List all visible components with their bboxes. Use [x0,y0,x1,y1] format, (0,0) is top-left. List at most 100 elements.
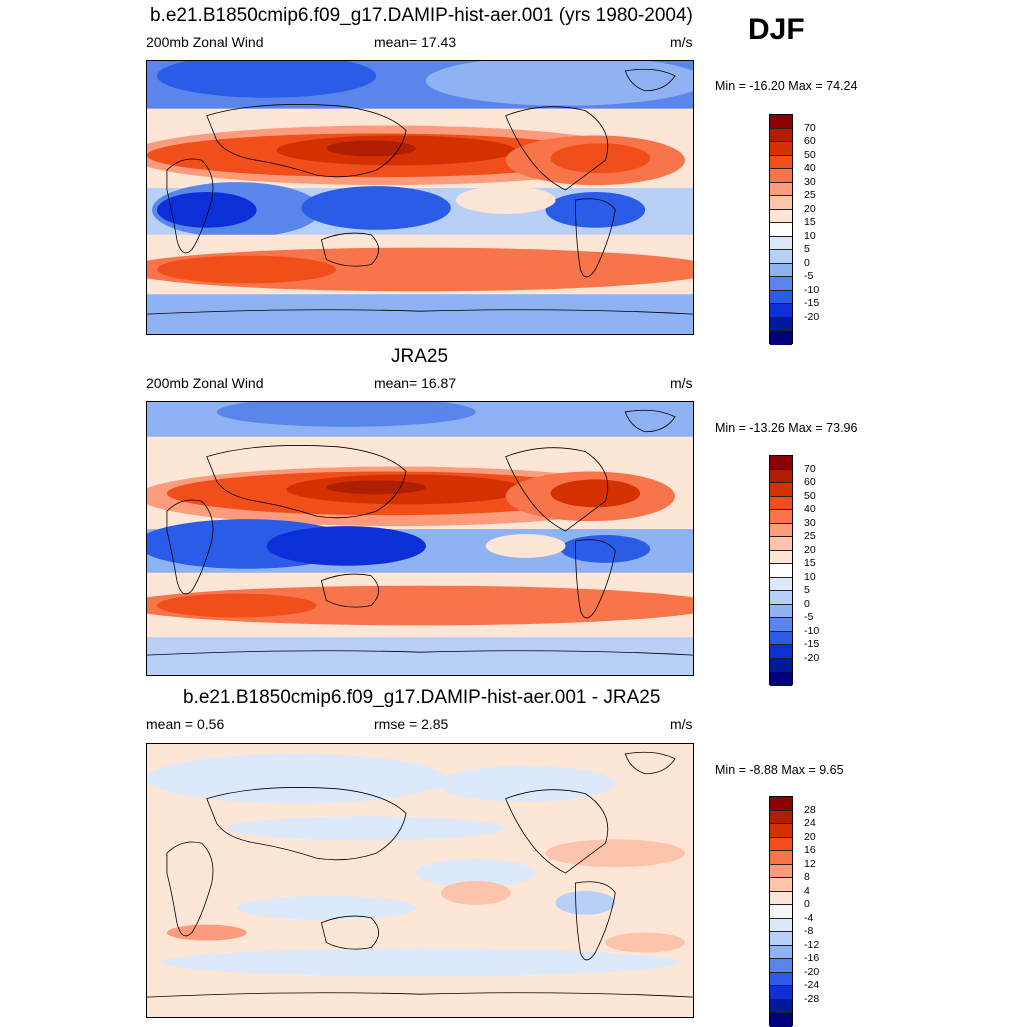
panel2-title: JRA25 [391,346,449,367]
colorbar-box [770,483,792,497]
panel2-pacific-westerly [485,534,566,558]
colorbar-box [770,986,792,1000]
colorbar-box [770,290,792,304]
colorbar-box [770,496,792,510]
panel3-colorbar [769,796,793,1027]
colorbar-box [770,577,792,591]
panel2-jet-max [326,480,426,495]
panel1-arctic-band [426,61,693,106]
panel1-contour-field [147,61,693,334]
season-label: DJF [748,13,805,46]
colorbar-box [770,223,792,237]
colorbar-tick-label: 30 [804,516,816,529]
colorbar-tick-label: 70 [804,121,816,134]
panel3-diff-neg-asia [226,816,506,841]
colorbar-box [770,115,792,129]
colorbar-box [770,456,792,470]
panel1-map [146,60,694,335]
colorbar-box [770,658,792,672]
colorbar-box [770,142,792,156]
panel3-diff-neg-northamerica [435,765,616,802]
colorbar-box [770,604,792,618]
colorbar-tick-label: -10 [804,283,820,296]
colorbar-box [770,824,792,838]
panel1-atlantic-jet-core [550,143,651,174]
panel2-southern-jet [147,585,693,626]
colorbar-tick-label: -10 [804,624,820,637]
panel2-map [146,401,694,676]
colorbar-box [770,331,792,345]
colorbar-box [770,250,792,264]
colorbar-box [770,878,792,892]
colorbar-tick-label: 15 [804,216,816,228]
colorbar-tick-label: 40 [804,503,816,515]
colorbar-box [770,155,792,169]
panel3-diff-pos-pacific [440,880,511,905]
colorbar-tick-label: 5 [804,243,810,255]
panel1-southern-jet-core [156,255,337,284]
colorbar-box [770,918,792,932]
colorbar-tick-label: 50 [804,148,816,161]
colorbar-tick-label: -15 [804,297,820,309]
colorbar-box [770,236,792,250]
colorbar-box [770,591,792,605]
panel2-southern-jet-core [156,593,317,618]
colorbar-box [770,196,792,210]
colorbar-box [770,169,792,183]
colorbar-box [770,672,792,686]
panel1-units-label: m/s [670,34,693,50]
panel2-arctic-low [216,402,476,427]
panel2-antarctic-band [147,637,693,675]
colorbar-tick-label: -12 [804,938,820,951]
colorbar-box [770,550,792,564]
colorbar-tick-label: 70 [804,462,816,475]
colorbar-tick-label: 24 [804,817,816,829]
colorbar-box [770,891,792,905]
panel3-title: b.e21.B1850cmip6.f09_g17.DAMIP-hist-aer.… [183,687,661,708]
panel1-colorbar [769,114,793,345]
colorbar-box [770,564,792,578]
panel3-minmax: Min = -8.88 Max = 9.65 [715,763,844,777]
panel3-diff-pos-southatlantic [605,932,686,953]
colorbar-tick-label: 10 [804,229,816,242]
colorbar-tick-label: 0 [804,898,810,910]
panel2-units-label: m/s [670,375,693,391]
panel2-colorbar [769,455,793,686]
panel2-easterly-samerica [560,535,651,563]
panel3-diff-neg-north [147,753,446,804]
panel3-diff-neg-pacific [416,859,536,887]
colorbar-tick-label: -5 [804,611,814,623]
colorbar-box [770,851,792,865]
colorbar-tick-label: 8 [804,871,810,883]
panel1-antarctic-band [147,294,693,334]
colorbar-tick-label: -28 [804,992,820,1005]
colorbar-tick-label: 50 [804,489,816,502]
colorbar-box [770,618,792,632]
colorbar-tick-label: 20 [804,543,816,556]
colorbar-tick-label: 0 [804,597,810,610]
colorbar-tick-label: -20 [804,965,820,978]
panel3-contour-field [147,744,693,1017]
colorbar-tick-label: 0 [804,256,810,269]
colorbar-box [770,128,792,142]
colorbar-tick-label: 40 [804,162,816,174]
colorbar-tick-label: 20 [804,202,816,215]
colorbar-tick-label: 28 [804,803,816,816]
panel3-mean-label: mean = 0.56 [146,716,225,732]
panel1-easterly-max-africa [156,192,257,228]
panel1-minmax: Min = -16.20 Max = 74.24 [715,79,858,93]
colorbar-tick-label: 30 [804,175,816,188]
colorbar-box [770,631,792,645]
colorbar-tick-label: 5 [804,584,810,596]
colorbar-tick-label: -4 [804,911,814,924]
colorbar-box [770,1013,792,1027]
colorbar-tick-label: -15 [804,638,820,650]
colorbar-box [770,797,792,811]
panel2-easterly-maritime [266,526,426,566]
colorbar-box [770,972,792,986]
colorbar-tick-label: 60 [804,476,816,488]
colorbar-tick-label: 20 [804,830,816,843]
colorbar-box [770,945,792,959]
colorbar-box [770,905,792,919]
colorbar-tick-label: 25 [804,530,816,542]
